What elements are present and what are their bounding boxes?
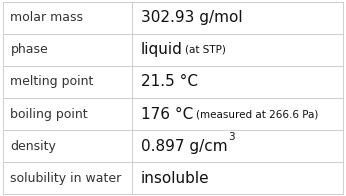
Text: insoluble: insoluble [141,171,209,186]
Text: liquid: liquid [141,43,183,57]
Text: solubility in water: solubility in water [10,172,122,184]
Text: (at STP): (at STP) [185,45,226,55]
Text: (measured at 266.6 Pa): (measured at 266.6 Pa) [196,109,318,119]
Text: 302.93 g/mol: 302.93 g/mol [141,10,243,25]
Text: density: density [10,140,56,152]
Text: phase: phase [10,44,48,56]
Text: molar mass: molar mass [10,12,83,24]
Text: 176 °C: 176 °C [141,106,193,122]
Text: melting point: melting point [10,75,94,88]
Text: 0.897 g/cm: 0.897 g/cm [141,139,227,153]
Text: boiling point: boiling point [10,108,88,121]
Text: 3: 3 [228,132,235,142]
Text: 21.5 °C: 21.5 °C [141,74,198,90]
